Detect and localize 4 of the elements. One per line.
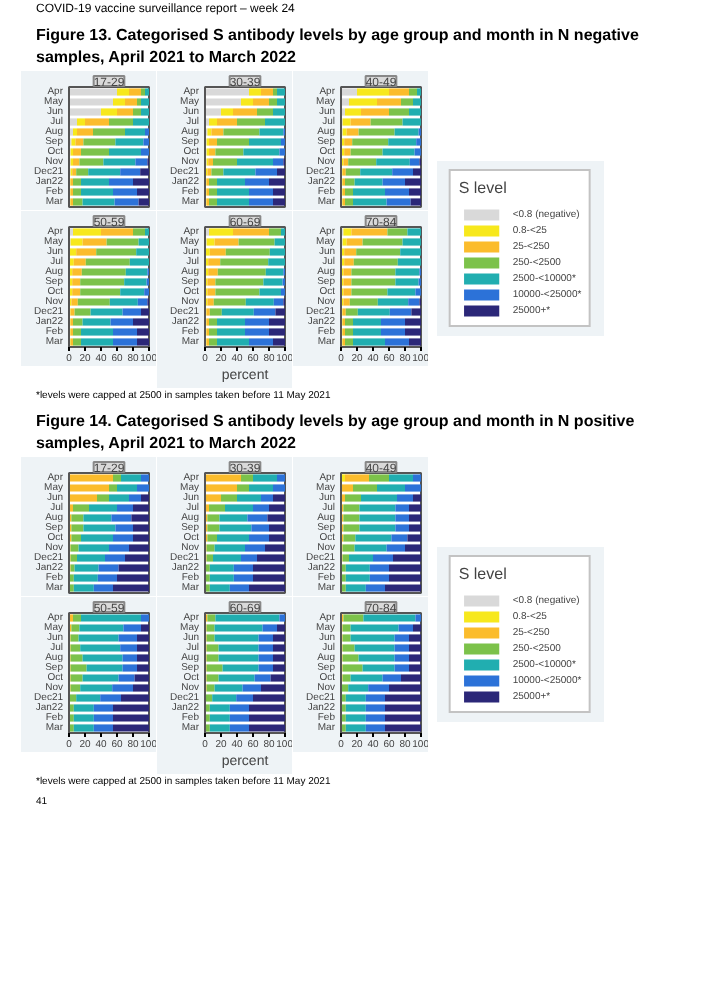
text: Figure 13. Categorised S antibody levels by age group and month in N negative samples, April 2021 to March 2022 xyxy=(36,23,641,69)
text: Figure 14. Categorised S antibody levels by age group and month in N positive samples, April 2021 to March 2022 xyxy=(36,409,637,455)
legend-title: S level xyxy=(458,179,509,198)
legend-title: S level xyxy=(458,565,509,584)
